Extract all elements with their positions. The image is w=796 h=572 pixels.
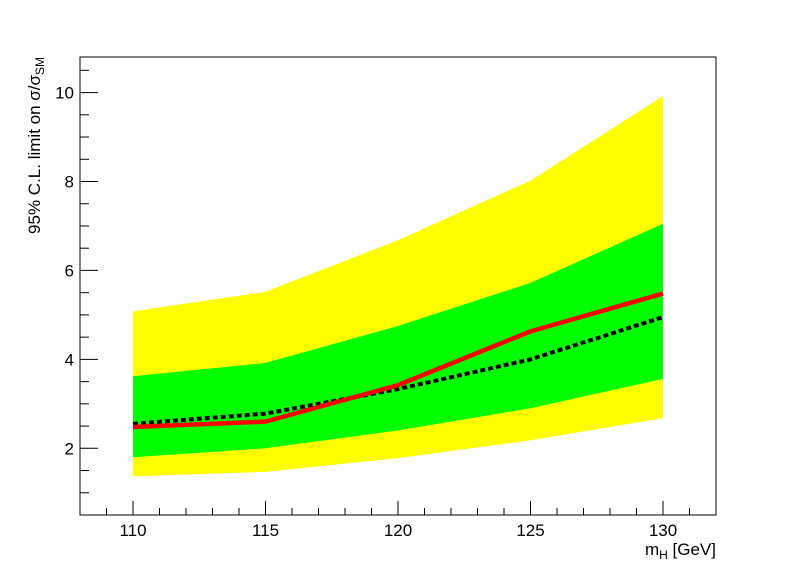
x-tick-label: 110: [119, 521, 146, 540]
y-axis-title: 95% C.L. limit on σ/σSM: [25, 57, 47, 234]
x-tick-label: 115: [252, 521, 279, 540]
x-axis-title-main: m: [645, 540, 659, 559]
y-axis: 2 4 6 8 10: [55, 69, 98, 494]
y-tick-label: 4: [65, 350, 74, 369]
bands-group: [133, 96, 663, 477]
x-axis-title: mH [GeV]: [645, 540, 716, 562]
y-tick-label: 2: [65, 439, 74, 458]
y-axis-title-main: 95% C.L. limit on σ/σ: [25, 75, 44, 234]
x-axis-title-unit: [GeV]: [668, 540, 716, 559]
x-tick-label: 130: [649, 521, 677, 540]
x-tick-label: 125: [516, 521, 544, 540]
lines-group: [132, 291, 664, 430]
y-axis-title-sub: SM: [33, 57, 47, 75]
x-tick-label: 120: [384, 521, 412, 540]
x-axis: 110 115 120 125 130: [106, 501, 690, 540]
expected-line: [132, 315, 664, 426]
x-axis-title-sub: H: [659, 548, 668, 562]
y-tick-label: 8: [65, 173, 74, 192]
band-1sigma: [133, 223, 663, 458]
observed-line: [132, 291, 664, 430]
y-tick-label: 6: [65, 261, 74, 280]
y-tick-label: 10: [55, 84, 74, 103]
